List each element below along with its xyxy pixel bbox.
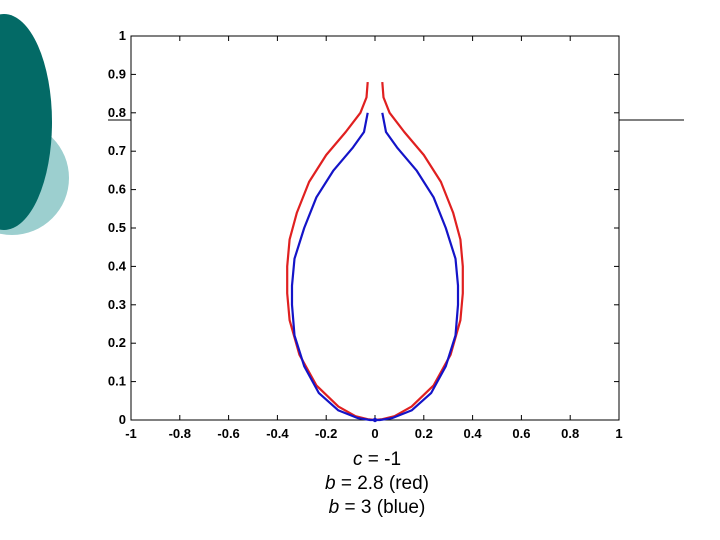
y-tick-label: 0.6 bbox=[108, 182, 126, 197]
y-tick-label: 0.2 bbox=[108, 335, 126, 350]
x-tick-label: 1 bbox=[615, 426, 622, 441]
y-tick-label: 0.7 bbox=[108, 143, 126, 158]
caption-c-symbol: c bbox=[352, 449, 363, 470]
caption-b-red: b = 2.8 (red) bbox=[0, 471, 720, 497]
x-tick-label: -0.8 bbox=[169, 426, 191, 441]
caption-b-red-value: = 2.8 (red) bbox=[335, 473, 430, 494]
dark-teal-circle bbox=[0, 14, 52, 230]
y-tick-label: 0.4 bbox=[108, 258, 127, 273]
y-tick-label: 0.9 bbox=[108, 66, 126, 81]
x-tick-label: 0.2 bbox=[415, 426, 433, 441]
y-tick-label: 0 bbox=[119, 412, 126, 427]
y-tick-label: 0.5 bbox=[108, 220, 126, 235]
caption-b-red-symbol: b bbox=[324, 473, 336, 494]
x-tick-label: 0 bbox=[371, 426, 378, 441]
y-tick-label: 0.3 bbox=[108, 297, 126, 312]
y-tick-labels: 0 0.1 0.2 0.3 0.4 0.5 0.6 0.7 0.8 0.9 1 bbox=[108, 28, 127, 427]
plot-area bbox=[130, 35, 620, 421]
y-tick-label: 0.1 bbox=[108, 374, 126, 389]
origin-point bbox=[372, 417, 378, 423]
x-tick-label: -0.6 bbox=[217, 426, 239, 441]
x-tick-label: -1 bbox=[125, 426, 137, 441]
caption-c-value: = -1 bbox=[362, 449, 402, 470]
caption-c: c = -1 bbox=[0, 447, 720, 473]
y-tick-label: 1 bbox=[119, 28, 126, 43]
x-tick-marks bbox=[130, 36, 620, 420]
x-tick-label: -0.2 bbox=[315, 426, 337, 441]
y-tick-label: 0.8 bbox=[108, 105, 126, 120]
x-tick-label: -0.4 bbox=[266, 426, 289, 441]
x-tick-label: 0.6 bbox=[512, 426, 530, 441]
series-lines bbox=[286, 82, 464, 423]
y-tick-marks bbox=[131, 35, 619, 421]
x-tick-label: 0.8 bbox=[561, 426, 579, 441]
x-tick-labels: -1 -0.8 -0.6 -0.4 -0.2 0 0.2 0.4 0.6 0.8 1 bbox=[125, 426, 622, 441]
caption-b-blue: b = 3 (blue) bbox=[0, 495, 720, 521]
x-tick-label: 0.4 bbox=[464, 426, 483, 441]
caption-b-blue-symbol: b bbox=[328, 497, 340, 518]
caption-b-blue-value: = 3 (blue) bbox=[339, 497, 426, 518]
